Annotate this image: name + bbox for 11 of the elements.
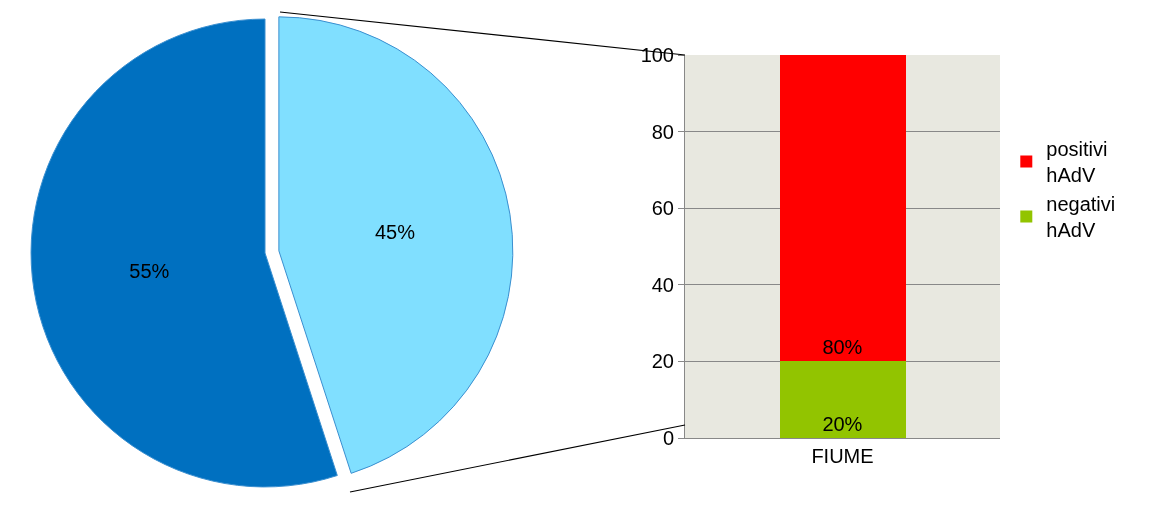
- data-label: 80%: [822, 336, 863, 359]
- y-tick-label: 0: [662, 427, 674, 449]
- y-tick-label: 20: [651, 350, 674, 373]
- y-tick-label: 80: [651, 120, 674, 143]
- legend-label: negativi hAdV: [1046, 193, 1116, 242]
- x-tick-label: FIUME: [811, 445, 874, 467]
- data-label: 45%: [375, 221, 416, 244]
- y-tick-label: 60: [651, 197, 674, 220]
- y-tick-label: 40: [651, 273, 674, 296]
- data-label: 20%: [822, 413, 863, 435]
- data-label: 55%: [129, 260, 170, 283]
